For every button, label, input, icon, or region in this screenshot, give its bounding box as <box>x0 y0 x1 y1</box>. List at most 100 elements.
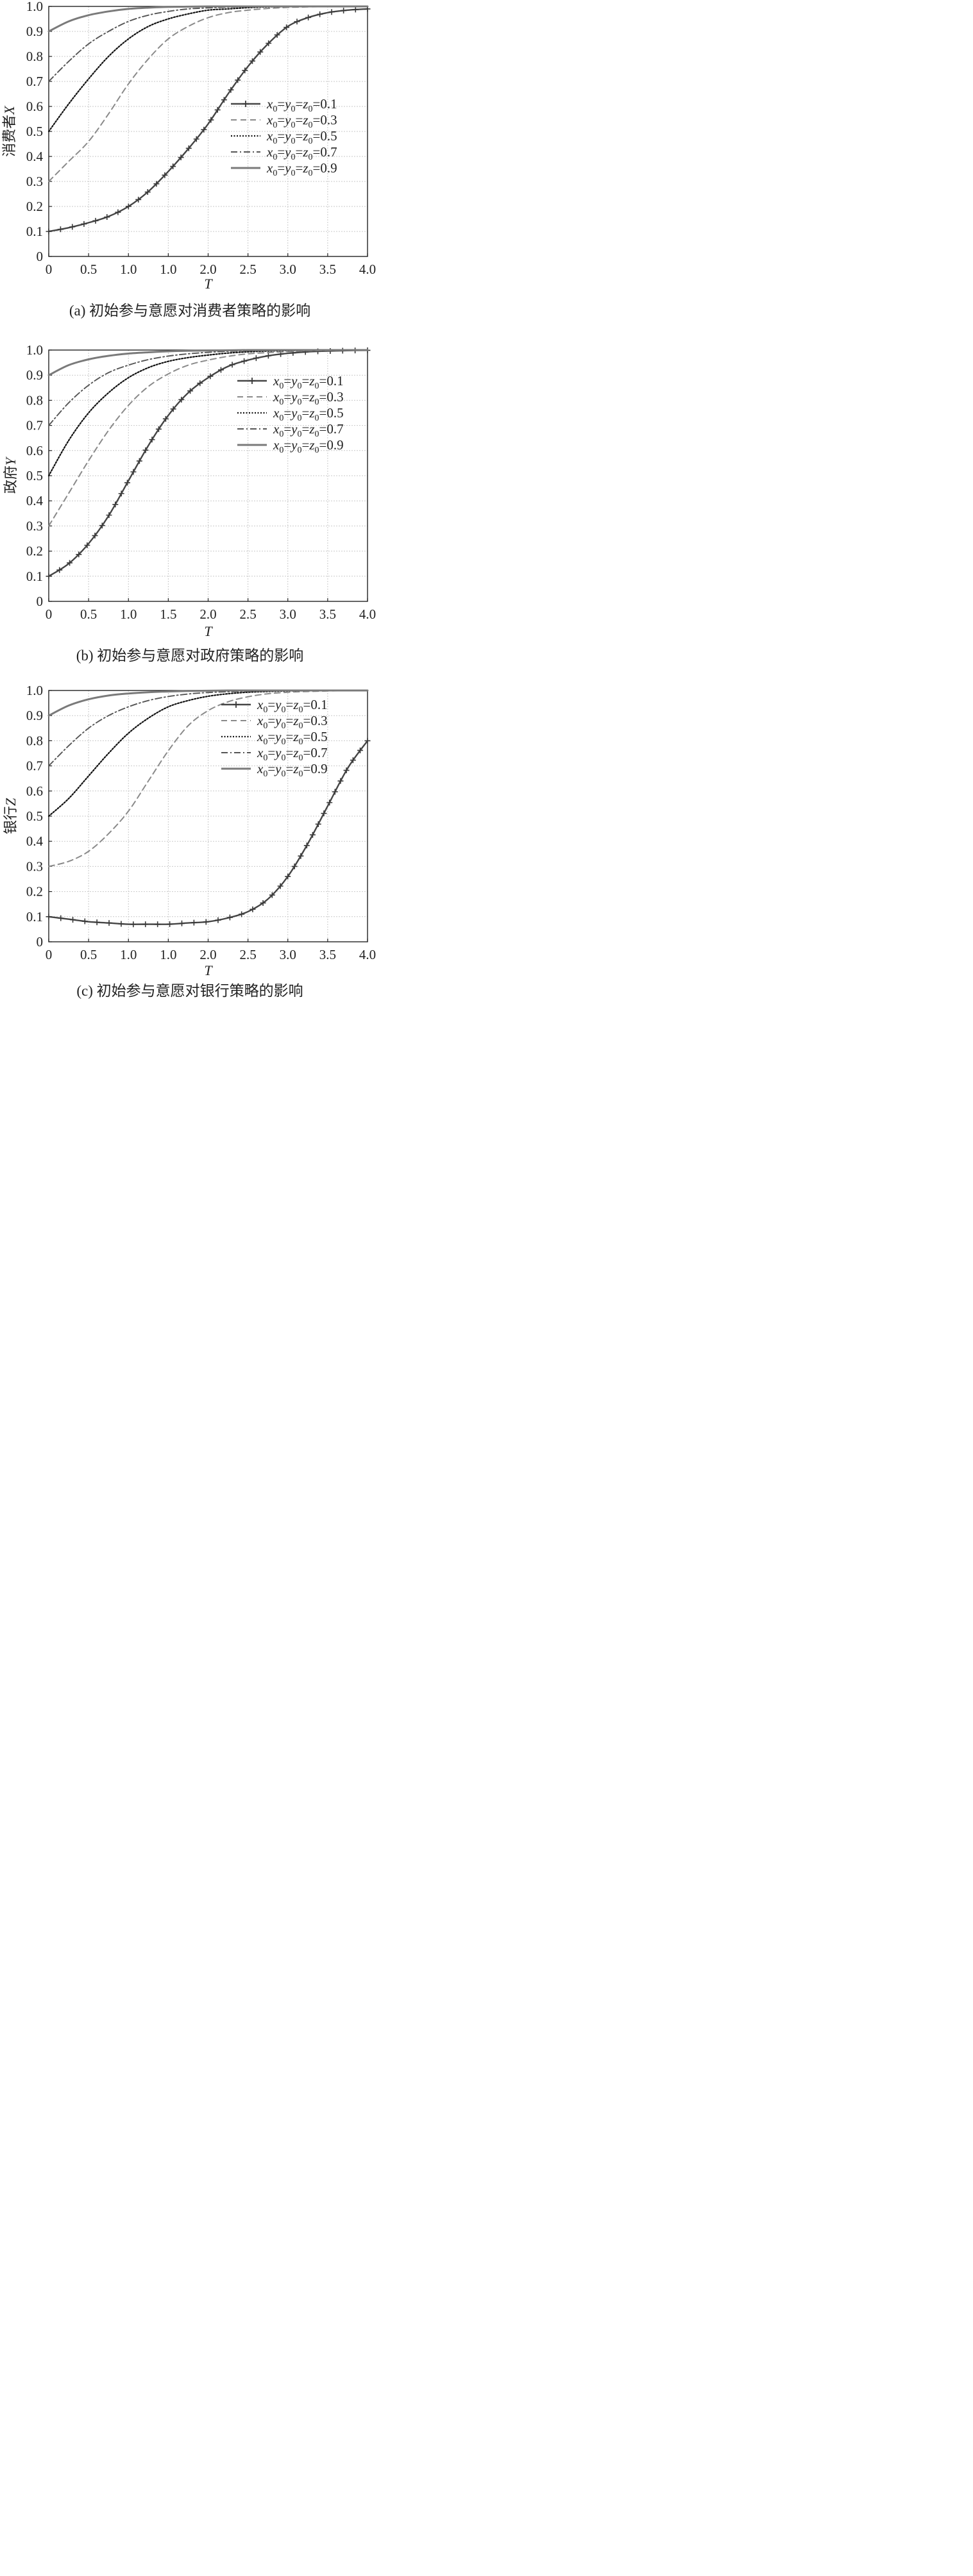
y-tick-label: 0.9 <box>26 24 43 39</box>
series-group <box>46 689 371 928</box>
series-marker <box>153 181 160 187</box>
series-marker <box>260 899 266 906</box>
y-tick-label: 0.7 <box>26 418 43 433</box>
y-tick-label: 0.5 <box>26 468 43 483</box>
figure-caption: (a) 初始参与意愿对消费者策略的影响 <box>69 303 310 319</box>
y-axis-label: 消费者X <box>1 105 17 157</box>
y-axis-label: 政府Y <box>3 456 19 494</box>
x-tick-label: 1.5 <box>160 606 176 622</box>
y-tick-label: 0.2 <box>26 884 43 899</box>
series-marker <box>321 810 327 817</box>
series-marker <box>357 747 364 753</box>
series-marker <box>142 447 149 453</box>
series-marker <box>203 919 209 925</box>
series-marker <box>249 58 255 64</box>
series-marker <box>178 396 185 403</box>
y-tick-label: 0.9 <box>26 367 43 383</box>
series-marker <box>291 863 298 869</box>
x-tick-label: 4.0 <box>359 262 376 277</box>
x-tick-label: 0.5 <box>80 606 97 622</box>
series-marker <box>350 757 356 764</box>
y-tick-label: 1.0 <box>26 683 43 698</box>
x-tick-label: 2.0 <box>199 262 216 277</box>
legend-label: x0=y0=z0=0.9 <box>257 761 328 779</box>
series-marker <box>185 145 192 151</box>
legend-label: x0=y0=z0=0.5 <box>266 128 337 146</box>
x-tick-label: 0 <box>46 947 53 962</box>
x-tick-label: 4.0 <box>359 606 376 622</box>
series-marker <box>112 501 119 508</box>
series-marker <box>283 24 290 31</box>
y-tick-label: 0.6 <box>26 443 43 458</box>
y-tick-label: 0 <box>37 249 44 264</box>
legend-label: x0=y0=z0=0.5 <box>273 405 344 423</box>
series-marker <box>265 353 271 359</box>
series-marker <box>149 437 155 443</box>
y-tick-label: 0.3 <box>26 518 43 533</box>
series-marker <box>326 799 333 806</box>
series-marker <box>208 117 214 123</box>
series-marker <box>257 49 264 55</box>
series-marker <box>170 406 176 412</box>
y-tick-label: 0.3 <box>26 174 43 189</box>
series-marker <box>167 921 173 927</box>
x-tick-label: 2.5 <box>240 262 257 277</box>
series-marker <box>76 551 82 558</box>
grid <box>49 350 368 601</box>
series-marker <box>241 358 248 364</box>
legend-label: x0=y0=z0=0.5 <box>257 729 328 747</box>
series-marker <box>277 883 283 889</box>
series-marker <box>58 915 64 921</box>
x-tick-label: 1.0 <box>160 262 176 277</box>
chart-c: 0 0.5 1.0 1.0 2.0 2.5 3.0 3.5 4.0 0 0.1 0.2 0.3 0.4 0.… <box>3 683 376 999</box>
series-marker <box>341 7 347 13</box>
y-tick-label: 0.2 <box>26 544 43 559</box>
y-tick-label: 0.4 <box>26 149 44 164</box>
series-marker <box>70 917 76 923</box>
series-marker <box>309 832 316 838</box>
series-marker <box>162 415 169 422</box>
y-tick-label: 0.4 <box>26 833 44 849</box>
series-line <box>47 349 369 376</box>
x-tick-label: 1.0 <box>120 606 137 622</box>
series-marker <box>187 388 194 394</box>
legend-label: x0=y0=z0=0.1 <box>266 96 337 114</box>
y-axis-label: 银行Z <box>3 798 19 834</box>
series-line <box>47 5 369 33</box>
series-marker <box>56 567 63 573</box>
y-tick-label: 0 <box>37 594 44 609</box>
x-tick-label: 2.5 <box>240 947 257 962</box>
series-line <box>47 8 369 233</box>
series-marker <box>193 136 199 142</box>
series-marker <box>332 789 338 795</box>
series-marker <box>67 560 73 566</box>
x-tick-label: 3.0 <box>280 262 296 277</box>
series-marker <box>84 542 90 549</box>
y-tick-label: 0.9 <box>26 708 43 723</box>
chart-panel-b: 0 0.5 1.0 1.5 2.0 2.5 3.0 3.5 4.0 0 0.1 0.2 0.3 0.4 0.… <box>0 340 380 667</box>
x-axis-label: T <box>204 623 213 639</box>
series-marker <box>285 873 291 880</box>
series-marker <box>229 362 235 368</box>
x-axis-label: T <box>204 962 213 978</box>
series-line <box>48 349 368 527</box>
legend-label: x0=y0=z0=0.7 <box>273 421 344 439</box>
series-marker <box>228 87 234 93</box>
figure-caption: (c) 初始参与意愿对银行策略的影响 <box>76 983 303 999</box>
series-marker <box>201 126 207 133</box>
y-tick-label: 0.1 <box>26 224 43 239</box>
y-tick-label: 0.8 <box>26 392 43 408</box>
series-marker <box>250 906 256 912</box>
series-marker <box>303 842 310 849</box>
y-tick-label: 1.0 <box>26 0 43 14</box>
x-tick-label: 3.0 <box>280 947 296 962</box>
y-tick-label: 0.6 <box>26 99 43 114</box>
x-tick-label: 1.0 <box>120 262 137 277</box>
y-tick-label: 0.2 <box>26 199 43 214</box>
grid <box>49 690 368 942</box>
series-marker <box>170 163 176 170</box>
series-marker <box>364 737 371 744</box>
y-tick-label: 0.7 <box>26 74 43 89</box>
series-line <box>47 349 369 577</box>
series-marker <box>226 914 233 921</box>
